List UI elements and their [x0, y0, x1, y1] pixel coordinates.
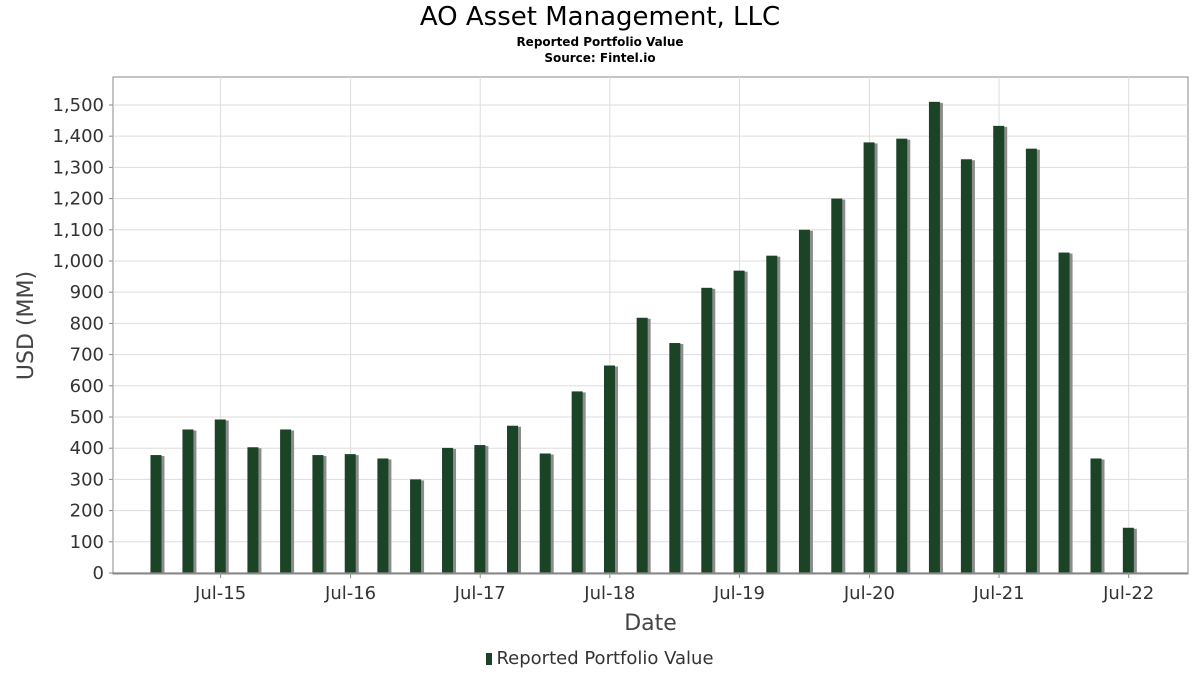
bar — [928, 101, 940, 574]
bar — [1090, 458, 1102, 573]
x-tick-label: Jul-15 — [194, 583, 246, 604]
x-tick-label: Jul-18 — [583, 583, 635, 604]
bar — [507, 425, 519, 573]
y-tick-label: 1,000 — [52, 251, 104, 272]
x-tick-label: Jul-22 — [1102, 583, 1154, 604]
y-tick-label: 400 — [70, 438, 104, 459]
legend: Reported Portfolio Value — [0, 648, 1200, 669]
chart-source: Source: Fintel.io — [544, 51, 656, 65]
bar — [669, 343, 681, 573]
bar — [896, 138, 908, 573]
bar — [474, 445, 486, 573]
bar — [993, 125, 1005, 573]
bar — [247, 447, 259, 573]
y-tick-label: 500 — [70, 407, 104, 428]
bar — [1058, 252, 1070, 574]
y-tick-label: 300 — [70, 469, 104, 490]
bar — [150, 455, 162, 573]
y-tick-label: 100 — [70, 532, 104, 553]
x-tick-label: Jul-20 — [843, 583, 895, 604]
bar — [636, 317, 648, 573]
chart-title: AO Asset Management, LLC — [419, 2, 781, 32]
y-tick-label: 1,200 — [52, 189, 104, 210]
x-tick-label: Jul-21 — [973, 583, 1025, 604]
bar — [312, 455, 324, 573]
bar — [1025, 148, 1037, 573]
y-tick-label: 1,100 — [52, 220, 104, 241]
bar — [377, 458, 389, 573]
bar — [831, 198, 843, 573]
axes: 0 100 200 300 400 500 600 700 800 900 1,000 1,100 1,… — [52, 95, 1188, 604]
y-tick-label: 900 — [70, 282, 104, 303]
bar — [344, 454, 356, 573]
bar — [960, 159, 972, 573]
bar — [733, 270, 745, 573]
y-tick-label: 1,300 — [52, 157, 104, 178]
bar — [442, 447, 454, 573]
chart-subtitle: Reported Portfolio Value — [516, 35, 684, 49]
y-tick-label: 700 — [70, 345, 104, 366]
bar — [603, 365, 615, 573]
y-tick-label: 800 — [70, 313, 104, 334]
y-tick-label: 0 — [93, 563, 104, 584]
bar — [410, 479, 422, 573]
legend-swatch — [486, 653, 493, 665]
bar — [798, 229, 810, 573]
bar — [571, 391, 583, 573]
legend-label: Reported Portfolio Value — [496, 648, 714, 669]
x-axis-title: Date — [624, 611, 677, 636]
bar — [863, 142, 875, 573]
y-tick-label: 1,500 — [52, 95, 104, 116]
x-tick-label: Jul-17 — [454, 583, 506, 604]
x-tick-label: Jul-19 — [713, 583, 765, 604]
y-tick-label: 200 — [70, 501, 104, 522]
y-tick-label: 600 — [70, 376, 104, 397]
bar — [539, 453, 551, 573]
y-axis-title: USD (MM) — [14, 271, 39, 380]
bars — [150, 101, 1137, 574]
bar — [182, 429, 194, 573]
bar — [214, 419, 226, 573]
bar — [280, 429, 292, 573]
x-tick-label: Jul-16 — [324, 583, 376, 604]
bar — [766, 255, 778, 573]
bar — [1122, 527, 1134, 573]
bar — [701, 287, 713, 573]
y-tick-label: 1,400 — [52, 126, 104, 147]
